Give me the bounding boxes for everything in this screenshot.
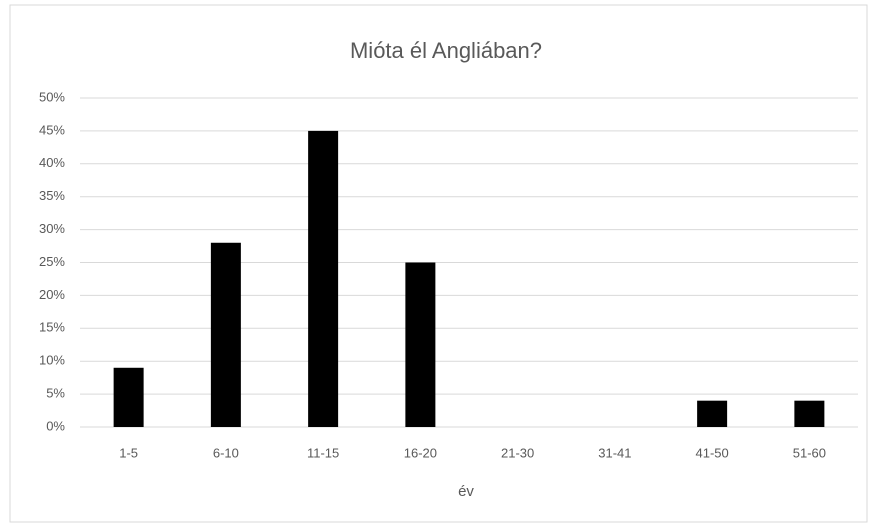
x-tick-label: 16-20	[404, 445, 437, 460]
y-tick-label: 40%	[39, 155, 65, 170]
chart-title: Mióta él Angliában?	[350, 38, 542, 63]
x-tick-label: 21-30	[501, 445, 534, 460]
x-tick-label: 1-5	[119, 445, 138, 460]
y-tick-label: 15%	[39, 320, 65, 335]
y-tick-label: 20%	[39, 287, 65, 302]
bar	[794, 400, 825, 427]
x-axis-label: év	[458, 483, 474, 500]
y-tick-label: 45%	[39, 122, 65, 137]
x-tick-label: 51-60	[793, 445, 826, 460]
y-tick-label: 30%	[39, 221, 65, 236]
x-tick-label: 41-50	[696, 445, 729, 460]
y-tick-label: 0%	[46, 418, 65, 433]
bar	[210, 242, 241, 427]
bar	[405, 262, 436, 427]
y-tick-label: 35%	[39, 188, 65, 203]
x-tick-label: 31-41	[598, 445, 631, 460]
y-tick-label: 50%	[39, 89, 65, 104]
y-tick-label: 25%	[39, 254, 65, 269]
y-tick-label: 10%	[39, 353, 65, 368]
bar	[697, 400, 728, 427]
x-tick-label: 6-10	[213, 445, 239, 460]
chart-border	[9, 4, 868, 523]
bar	[308, 130, 339, 427]
bar	[113, 367, 144, 427]
y-tick-label: 5%	[46, 386, 65, 401]
x-tick-label: 11-15	[307, 445, 339, 460]
